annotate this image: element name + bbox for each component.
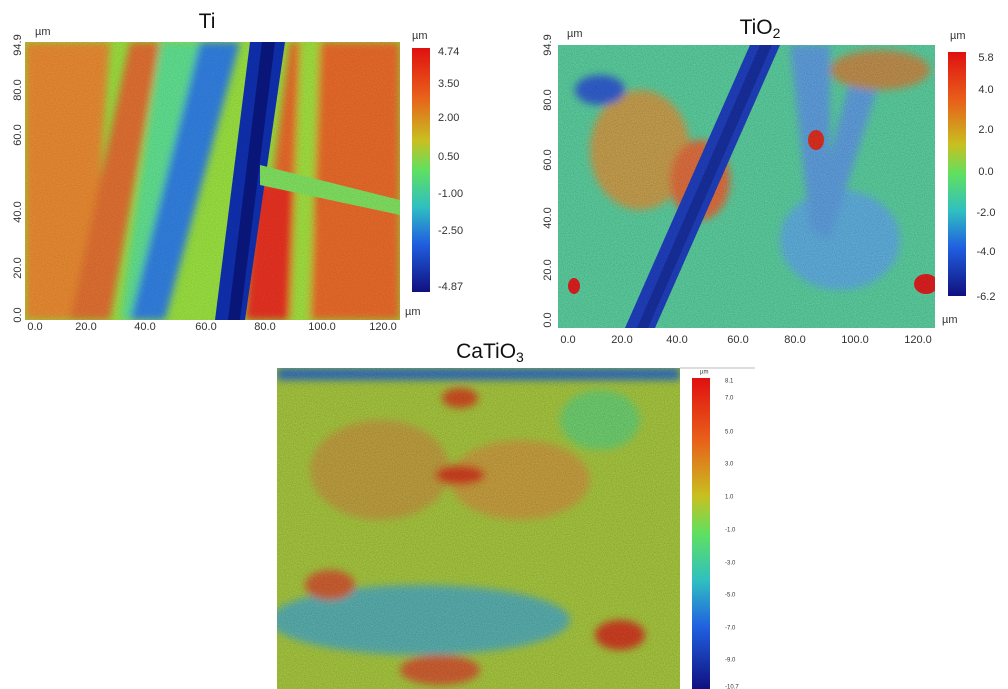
y-tick-label: 94.9 xyxy=(12,34,24,55)
unit-label: µm xyxy=(35,26,51,38)
panel-title: Ti xyxy=(199,10,216,33)
y-tick-label: 80.0 xyxy=(542,89,554,110)
colorbar-label: 8.1 xyxy=(725,379,734,385)
colorbar-label: -6.2 xyxy=(977,291,996,303)
colorbar-label: 4.74 xyxy=(438,46,459,58)
colorbar xyxy=(948,52,966,296)
title-sub: 3 xyxy=(516,349,524,365)
x-tick-label: 60.0 xyxy=(195,321,216,333)
colorbar-label: -1.00 xyxy=(438,188,463,200)
colorbar-label: 2.0 xyxy=(978,124,993,136)
y-tick-label: 94.9 xyxy=(542,34,554,55)
unit-label: µm xyxy=(942,314,958,326)
colorbar-label: -3.0 xyxy=(725,561,736,567)
panel-title: TiO2 xyxy=(740,16,781,41)
x-tick-label: 40.0 xyxy=(134,321,155,333)
colorbar-label: 3.0 xyxy=(725,462,734,468)
x-tick-label: 40.0 xyxy=(666,334,687,346)
colorbar-label: -4.87 xyxy=(438,281,463,293)
y-tick-label: 60.0 xyxy=(542,149,554,170)
colorbar-label: -1.0 xyxy=(725,528,736,534)
catio3-map xyxy=(277,368,680,689)
colorbar-label: -2.50 xyxy=(438,225,463,237)
x-tick-label: 80.0 xyxy=(254,321,275,333)
x-tick-label: 20.0 xyxy=(611,334,632,346)
unit-label: µm xyxy=(405,306,421,318)
title-sub: 2 xyxy=(773,25,781,41)
colorbar-label: 5.0 xyxy=(725,430,734,436)
x-tick-label: 0.0 xyxy=(27,321,42,333)
unit-label: µm xyxy=(700,370,708,376)
colorbar-label: 7.0 xyxy=(725,396,734,402)
colorbar-label: 5.8 xyxy=(978,52,993,64)
y-tick-label: 0.0 xyxy=(542,312,554,327)
colorbar xyxy=(692,378,710,689)
colorbar xyxy=(412,48,430,292)
ti-map xyxy=(25,42,400,320)
unit-label: µm xyxy=(567,28,583,40)
colorbar-label: 3.50 xyxy=(438,78,459,90)
tio2-map xyxy=(558,45,935,328)
colorbar-label: -7.0 xyxy=(725,626,736,632)
y-tick-label: 60.0 xyxy=(12,124,24,145)
colorbar-label: -4.0 xyxy=(977,246,996,258)
y-tick-label: 40.0 xyxy=(12,201,24,222)
x-tick-label: 0.0 xyxy=(560,334,575,346)
colorbar-label: -9.0 xyxy=(725,658,736,664)
y-tick-label: 0.0 xyxy=(12,307,24,322)
colorbar-label: -2.0 xyxy=(977,207,996,219)
y-tick-label: 40.0 xyxy=(542,207,554,228)
panel-title: CaTiO3 xyxy=(456,340,524,365)
title-main: TiO xyxy=(740,16,773,39)
y-tick-label: 20.0 xyxy=(12,257,24,278)
y-tick-label: 80.0 xyxy=(12,79,24,100)
x-tick-label: 80.0 xyxy=(784,334,805,346)
title-main: CaTiO xyxy=(456,340,516,363)
colorbar-label: -10.7 xyxy=(725,685,739,689)
x-tick-label: 20.0 xyxy=(75,321,96,333)
x-tick-label: 60.0 xyxy=(727,334,748,346)
unit-label: µm xyxy=(950,30,966,42)
colorbar-label: 2.00 xyxy=(438,112,459,124)
x-tick-label: 100.0 xyxy=(308,321,336,333)
colorbar-label: 4.0 xyxy=(978,84,993,96)
x-tick-label: 100.0 xyxy=(841,334,869,346)
colorbar-label: 0.50 xyxy=(438,151,459,163)
colorbar-label: 0.0 xyxy=(978,166,993,178)
x-tick-label: 120.0 xyxy=(369,321,397,333)
x-tick-label: 120.0 xyxy=(904,334,932,346)
y-tick-label: 20.0 xyxy=(542,259,554,280)
colorbar-label: -5.0 xyxy=(725,593,736,599)
colorbar-label: 1.0 xyxy=(725,495,734,501)
unit-label: µm xyxy=(412,30,428,42)
title-main: Ti xyxy=(199,10,216,33)
